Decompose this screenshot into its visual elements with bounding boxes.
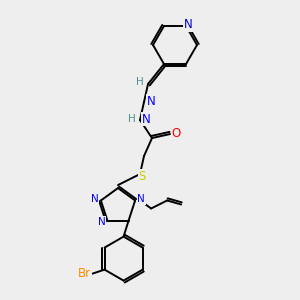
Text: Br: Br (78, 267, 91, 280)
Text: N: N (147, 94, 155, 108)
Text: N: N (91, 194, 99, 205)
Text: H: H (136, 77, 144, 87)
Text: O: O (171, 127, 181, 140)
Text: S: S (138, 169, 146, 183)
Text: N: N (137, 194, 145, 205)
Text: H: H (128, 114, 136, 124)
Text: N: N (142, 112, 150, 126)
Text: N: N (184, 18, 192, 32)
Text: N: N (98, 217, 105, 226)
